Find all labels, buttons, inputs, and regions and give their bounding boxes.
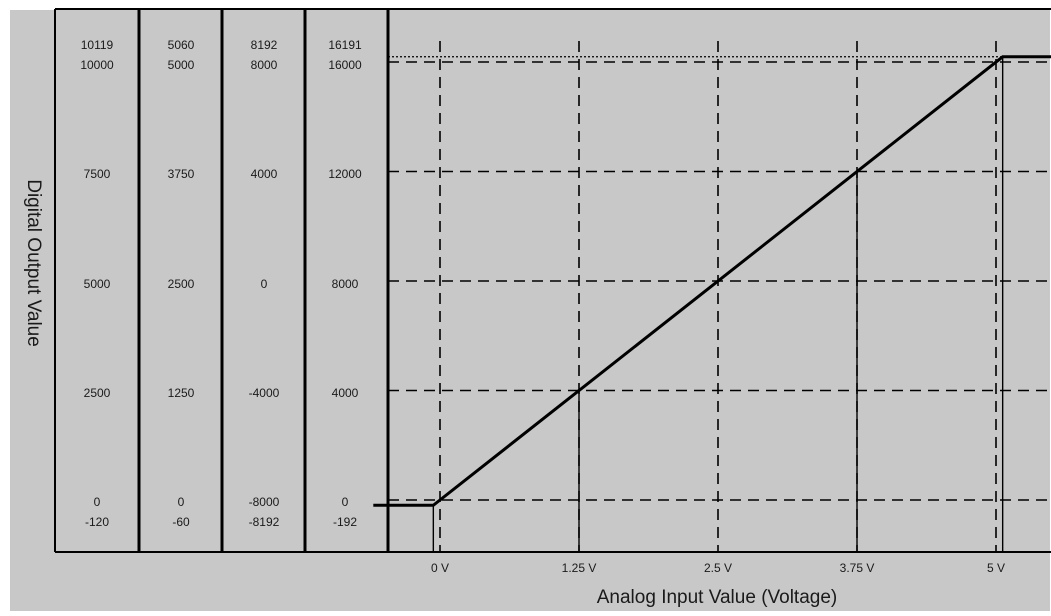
series-group	[373, 55, 1051, 507]
y-axis-label: Digital Output Value	[23, 179, 44, 347]
scale-table-label: -192	[333, 515, 357, 529]
scale-table-label: -60	[172, 515, 190, 529]
chart-background	[10, 10, 1050, 611]
scale-table-label: 0	[94, 495, 101, 509]
scale-table-label: 16191	[328, 38, 362, 52]
x-tick-labels: 0 V 1.25 V 2.5 V 3.75 V 5 V	[431, 561, 1005, 575]
x-tick-label: 5 V	[987, 561, 1005, 575]
scale-table-label: 4000	[251, 167, 278, 181]
x-tick-label: 1.25 V	[562, 561, 597, 575]
scale-table-label: -8192	[249, 515, 280, 529]
scale-table-label: 10119	[81, 38, 114, 52]
scale-table-label: -8000	[249, 495, 280, 509]
scale-table-label: 0	[342, 495, 349, 509]
scale-table-label: 2500	[168, 277, 195, 291]
scale-table-label: 5060	[168, 38, 195, 52]
scale-table-label: 3750	[168, 167, 195, 181]
scale-table-label: 4000	[332, 386, 359, 400]
scale-table-label: 7500	[84, 167, 111, 181]
x-tick-label: 3.75 V	[840, 561, 875, 575]
scale-table-label: 0	[178, 495, 185, 509]
x-tick-label: 2.5 V	[704, 561, 732, 575]
scale-table-label: 10000	[80, 58, 114, 72]
scale-table-label: 16000	[328, 58, 362, 72]
scale-table-label: 2500	[84, 386, 111, 400]
series-line	[373, 55, 1051, 507]
scale-table-label: 5000	[84, 277, 111, 291]
scale-table-label: -120	[85, 515, 109, 529]
scale-table-label: -4000	[249, 386, 280, 400]
scale-table-label: 12000	[328, 167, 362, 181]
scale-table-label: 8192	[251, 38, 278, 52]
scale-table-label: 0	[261, 277, 268, 291]
scale-table-label: 8000	[251, 58, 278, 72]
x-axis-label: Analog Input Value (Voltage)	[597, 587, 838, 608]
x-tick-label: 0 V	[431, 561, 449, 575]
drop-lines	[432, 56, 1004, 551]
scale-table: 10119 10000 7500 5000 2500 0 -120 5060 5000 3750 2…	[80, 38, 362, 529]
scale-table-label: 5000	[168, 58, 195, 72]
scale-table-label: 8000	[332, 277, 359, 291]
scale-table-label: 1250	[168, 386, 195, 400]
